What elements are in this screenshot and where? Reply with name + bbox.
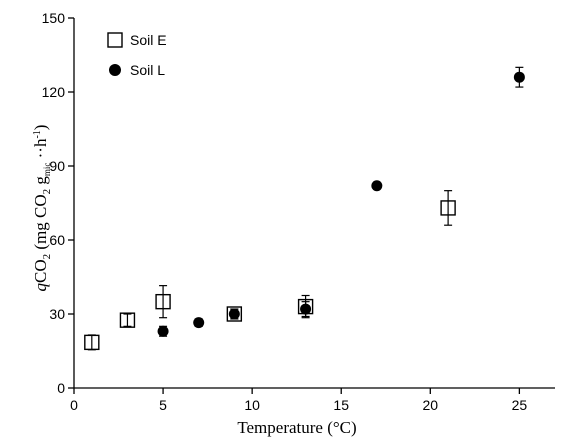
point-soil-e	[84, 334, 100, 351]
data-marks	[84, 66, 525, 351]
x-tick-label: 25	[512, 397, 528, 413]
y-label-co2-sub: 2	[41, 254, 53, 260]
y-tick-label: 90	[49, 158, 65, 174]
y-label-units-h: ·h	[31, 138, 50, 153]
y-label-units-close: )	[31, 125, 50, 131]
legend-label: Soil L	[130, 62, 165, 78]
point-soil-e	[226, 306, 243, 322]
legend-marker-soil-e	[107, 32, 123, 48]
x-tick-label: 10	[244, 397, 260, 413]
legend-marker-soil-l	[109, 64, 121, 76]
legend: Soil E Soil L	[107, 32, 167, 78]
y-tick-label: 150	[42, 10, 66, 26]
y-label-units-sub: 2	[41, 189, 53, 195]
point-soil-l	[228, 308, 240, 320]
y-label-units-open: (mg CO	[31, 194, 50, 254]
point-soil-e	[440, 200, 456, 216]
point-soil-l	[157, 325, 169, 337]
point-soil-e	[155, 293, 171, 310]
y-tick-label: 30	[49, 306, 65, 322]
point-soil-l	[513, 71, 525, 83]
point-soil-l	[193, 317, 205, 329]
y-tick-label: 60	[49, 232, 65, 248]
legend-label: Soil E	[130, 32, 167, 48]
point-soil-l	[371, 180, 383, 192]
y-label-q: q	[31, 282, 50, 291]
y-label-units-rest: ·	[31, 153, 50, 163]
y-label-units-g: g	[31, 176, 50, 189]
y-tick-label: 120	[42, 84, 66, 100]
y-label-units-exp: -1	[32, 130, 43, 138]
x-axis-label: Temperature (°C)	[237, 418, 356, 437]
point-soil-e	[119, 312, 136, 328]
point-soil-l	[300, 303, 312, 315]
x-tick-label: 20	[423, 397, 439, 413]
x-tick-label: 5	[159, 397, 167, 413]
x-tick-label: 0	[70, 397, 78, 413]
y-tick-label: 0	[57, 380, 65, 396]
x-tick-label: 15	[333, 397, 349, 413]
y-axis-label: qCO2 (mg CO2 gmic ··h-1)	[31, 125, 53, 292]
y-label-units-mic: mic	[42, 163, 52, 177]
axes: 0 30 60 90 120 150 0 5 10 15 20 25	[42, 10, 555, 413]
y-label-co2: CO	[31, 259, 50, 283]
